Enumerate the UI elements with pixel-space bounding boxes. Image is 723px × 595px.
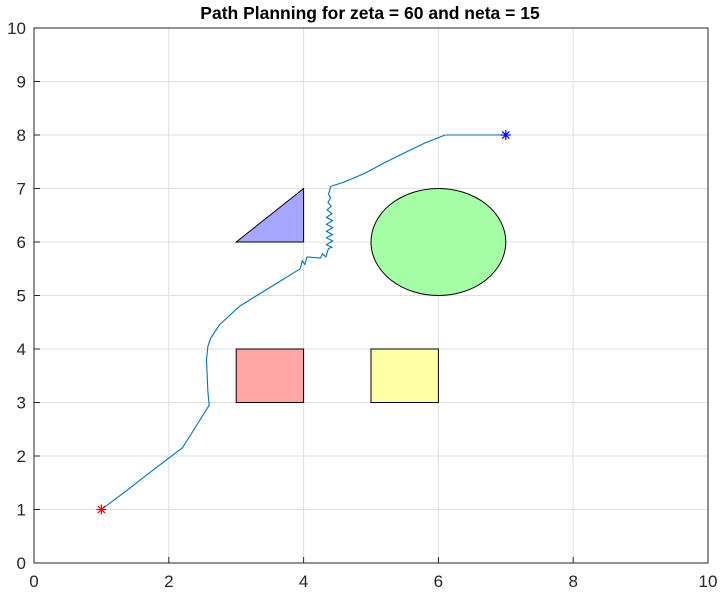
start-marker: [96, 505, 106, 515]
obstacle-rectangle: [236, 349, 303, 403]
y-tick-label: 5: [17, 287, 26, 306]
y-tick-label: 8: [17, 126, 26, 145]
y-tick-label: 7: [17, 180, 26, 199]
y-tick-label: 3: [17, 394, 26, 413]
x-tick-label: 2: [164, 572, 173, 591]
y-tick-label: 6: [17, 233, 26, 252]
goal-marker: [501, 130, 511, 140]
y-tick-label: 4: [17, 340, 26, 359]
y-tick-label: 10: [7, 19, 26, 38]
x-tick-label: 10: [699, 572, 718, 591]
chart-title: Path Planning for zeta = 60 and neta = 1…: [200, 3, 540, 23]
y-tick-label: 1: [17, 501, 26, 520]
y-tick-label: 9: [17, 73, 26, 92]
x-tick-label: 6: [434, 572, 443, 591]
x-tick-label: 8: [568, 572, 577, 591]
y-tick-label: 2: [17, 447, 26, 466]
y-tick-label: 0: [17, 554, 26, 573]
x-tick-label: 0: [29, 572, 38, 591]
x-tick-label: 4: [299, 572, 308, 591]
obstacle-ellipse: [371, 189, 506, 296]
obstacle-rectangle: [371, 349, 438, 403]
